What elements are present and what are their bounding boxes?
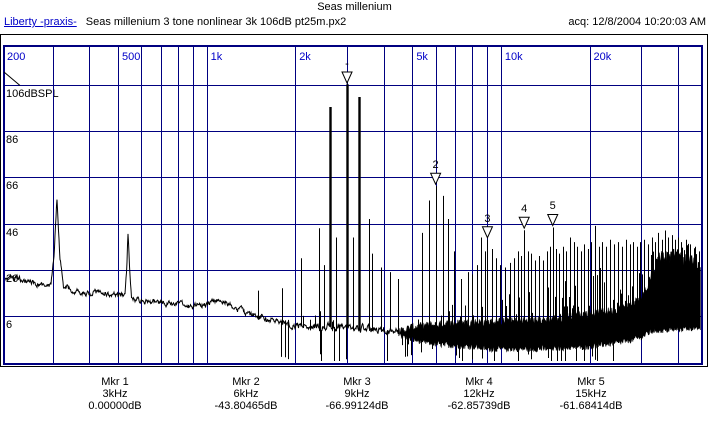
freq-tick-label: 500: [122, 51, 141, 63]
db-tick-label: 106dBSPL: [6, 88, 59, 100]
marker-value: -62.85739dB: [447, 400, 511, 412]
marker-name: Mkr 1: [101, 376, 129, 388]
freq-tick-label: 5k: [416, 51, 428, 63]
db-tick-label: 26: [6, 272, 19, 285]
file-name: Seas millenium 3 tone nonlinear 3k 106dB…: [85, 16, 347, 28]
chart-title: Seas millenium: [317, 1, 392, 13]
marker-plot-label: 3: [484, 212, 491, 225]
freq-tick-label: 1k: [210, 51, 223, 63]
freq-tick-label: 20k: [593, 51, 612, 63]
marker-plot-label: -: [345, 58, 349, 70]
acquisition-timestamp: acq: 12/8/2004 10:20:03 AM: [568, 16, 706, 28]
plot-outer-frame: [0, 34, 708, 367]
marker-name: Mkr 5: [577, 376, 605, 388]
db-tick-label: 86: [6, 134, 19, 147]
marker-value: 0.00000dB: [88, 400, 142, 412]
freq-tick-label: 200: [7, 51, 26, 63]
header: Liberty -praxis- Seas millenium 3 tone no…: [4, 16, 346, 28]
app-name-link[interactable]: Liberty -praxis-: [4, 16, 77, 28]
plot-border: [3, 45, 703, 365]
marker-frequency: 12kHz: [463, 388, 495, 400]
marker-value: -61.68414dB: [559, 400, 623, 412]
marker-frequency: 3kHz: [102, 388, 128, 400]
marker-value: -43.80465dB: [214, 400, 278, 412]
marker-frequency: 15kHz: [575, 388, 607, 400]
marker-plot-label: 5: [549, 200, 556, 213]
marker-value: -66.99124dB: [325, 400, 389, 412]
freq-tick-label: 10k: [504, 51, 523, 63]
db-tick-label: 6: [6, 319, 13, 331]
db-tick-label: 66: [6, 180, 19, 193]
freq-tick-label: 2k: [299, 51, 311, 63]
marker-name: Mkr 2: [232, 376, 260, 388]
marker-frequency: 9kHz: [344, 388, 370, 400]
marker-frequency: 6kHz: [233, 388, 259, 400]
marker-name: Mkr 4: [465, 376, 493, 388]
marker-name: Mkr 3: [343, 376, 371, 388]
marker-plot-label: 4: [521, 203, 528, 216]
db-tick-label: 46: [6, 226, 19, 239]
marker-plot-label: 2: [432, 159, 439, 172]
